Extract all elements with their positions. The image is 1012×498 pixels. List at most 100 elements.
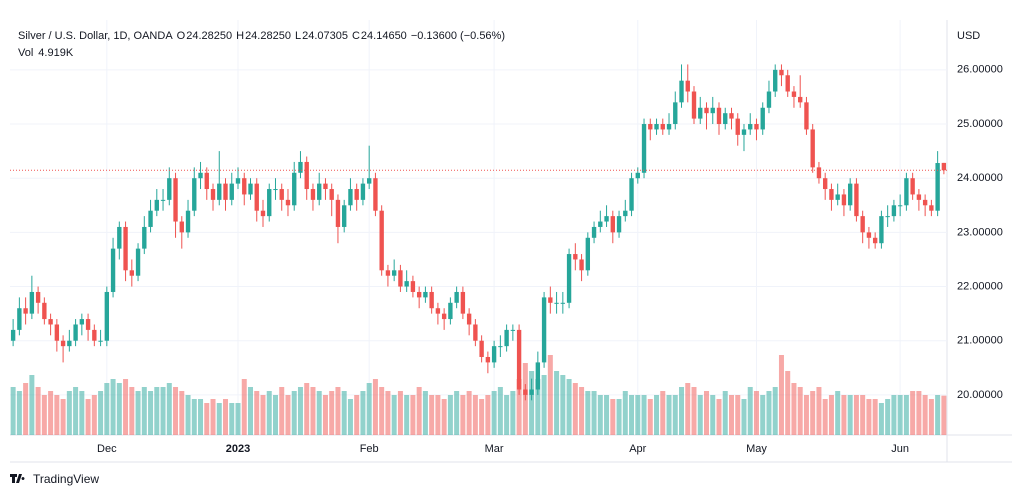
volume-bar bbox=[597, 395, 603, 435]
volume-bar bbox=[422, 391, 428, 435]
volume-bar bbox=[654, 395, 660, 435]
volume-bar bbox=[110, 379, 116, 435]
volume-bar bbox=[516, 379, 522, 435]
candle-body bbox=[773, 69, 778, 92]
candle-body bbox=[673, 102, 678, 125]
volume-bar bbox=[123, 379, 129, 435]
candle-body bbox=[23, 308, 28, 314]
volume-bar bbox=[29, 375, 35, 435]
candle-body bbox=[254, 183, 259, 211]
volume-bar bbox=[554, 371, 560, 435]
volume-bar bbox=[41, 395, 47, 435]
volume-bar bbox=[735, 395, 741, 435]
header-change: −0.13600 (−0.56%) bbox=[411, 30, 505, 42]
volume-bar bbox=[260, 395, 266, 435]
volume-bar bbox=[460, 395, 466, 435]
candle-body bbox=[798, 96, 803, 103]
volume-bar bbox=[941, 395, 947, 435]
candle-body bbox=[242, 178, 247, 195]
candle-body bbox=[929, 205, 934, 211]
candle-body bbox=[54, 324, 60, 341]
volume-bar bbox=[679, 387, 685, 435]
candle-body bbox=[460, 291, 466, 314]
volume-bar bbox=[897, 395, 903, 435]
volume-bar bbox=[647, 399, 653, 435]
candle-body bbox=[541, 297, 547, 363]
candle-body bbox=[648, 124, 653, 130]
candle-body bbox=[779, 69, 784, 76]
candle-body bbox=[454, 291, 459, 303]
candle-body bbox=[466, 313, 472, 325]
volume-bar bbox=[785, 371, 791, 435]
candle-body bbox=[229, 183, 234, 200]
volume-bar bbox=[148, 391, 154, 435]
volume-bar bbox=[141, 387, 147, 435]
y-tick-label: 21.00000 bbox=[957, 335, 1003, 347]
candle-body bbox=[385, 270, 391, 276]
candle-body bbox=[348, 189, 353, 206]
candle-body bbox=[529, 389, 534, 395]
volume-bar bbox=[254, 391, 260, 435]
candle-body bbox=[148, 210, 153, 227]
volume-bar bbox=[285, 395, 291, 435]
volume-bar bbox=[66, 391, 72, 435]
volume-bar bbox=[660, 391, 666, 435]
volume-bar bbox=[429, 395, 435, 435]
candle-body bbox=[904, 178, 909, 206]
candle-body bbox=[35, 291, 41, 303]
candle-body bbox=[623, 210, 628, 217]
volume-bar bbox=[560, 375, 566, 435]
volume-bar bbox=[466, 391, 472, 435]
volume-bar bbox=[485, 395, 491, 435]
volume-bar bbox=[797, 387, 803, 435]
candle-body bbox=[641, 124, 647, 173]
candle-body bbox=[310, 189, 316, 200]
volume-bar bbox=[922, 395, 928, 435]
candle-body bbox=[267, 189, 272, 217]
volume-bar bbox=[310, 387, 316, 435]
volume-bar bbox=[666, 395, 672, 435]
candle-body bbox=[891, 205, 897, 217]
volume-bar bbox=[135, 391, 141, 435]
volume-bar bbox=[354, 395, 360, 435]
candle-body bbox=[48, 319, 53, 325]
header-vol: 4.919K bbox=[38, 47, 74, 59]
header-o: 24.28250 bbox=[186, 30, 232, 42]
candle-body bbox=[342, 205, 347, 227]
volume-bar bbox=[85, 399, 91, 435]
candle-body bbox=[248, 183, 253, 195]
volume-bar bbox=[704, 391, 710, 435]
candle-body bbox=[816, 167, 822, 179]
volume-bar bbox=[803, 395, 809, 435]
volume-bar bbox=[641, 395, 647, 435]
header-c-key: C bbox=[352, 30, 360, 42]
candle-body bbox=[398, 270, 403, 287]
candle-body bbox=[98, 340, 103, 342]
candle-body bbox=[110, 248, 116, 292]
candle-body bbox=[766, 91, 772, 108]
volume-bar bbox=[585, 391, 591, 435]
candle-body bbox=[104, 291, 110, 341]
candle-body bbox=[723, 113, 728, 125]
candle-body bbox=[685, 80, 690, 92]
symbol: Silver / U.S. Dollar, 1D, OANDA bbox=[18, 30, 173, 42]
candle-body bbox=[548, 297, 553, 303]
candle-body bbox=[591, 226, 597, 238]
candle-body bbox=[391, 270, 397, 276]
candle-body bbox=[579, 259, 584, 271]
candle-body bbox=[335, 199, 341, 227]
candle-body bbox=[479, 340, 484, 357]
volume-bar bbox=[229, 403, 235, 435]
candle-body bbox=[741, 129, 747, 135]
candle-body bbox=[448, 302, 453, 320]
candle-body bbox=[67, 340, 72, 347]
volume-bar bbox=[810, 391, 816, 435]
volume-bar bbox=[223, 399, 229, 435]
candle-body bbox=[610, 216, 615, 233]
volume-bar bbox=[916, 391, 922, 435]
candle-body bbox=[754, 124, 759, 130]
candle-body bbox=[366, 178, 372, 184]
candle-body bbox=[666, 124, 672, 130]
volume-bar bbox=[903, 395, 909, 435]
volume-bar bbox=[841, 395, 847, 435]
